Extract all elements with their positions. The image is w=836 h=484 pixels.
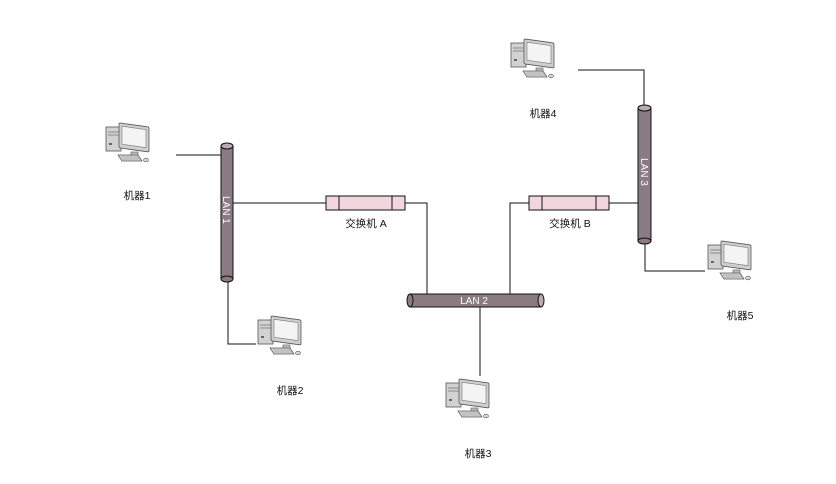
wire-lan3-machine5 — [644, 241, 705, 272]
connections — [176, 69, 705, 376]
machine-1-label: 机器1 — [124, 189, 151, 202]
desktop-computer-icon — [445, 378, 490, 419]
desktop-computer-icon — [105, 122, 150, 163]
machine-5-label: 机器5 — [727, 309, 754, 322]
lan3-label: LAN 3 — [638, 158, 649, 186]
machine-2[interactable]: 机器2 — [257, 315, 304, 397]
switch-b[interactable]: 交换机 B — [528, 195, 610, 230]
machine-3[interactable]: 机器3 — [445, 378, 492, 460]
wire-lan2-switch-b — [509, 202, 529, 295]
wire-machine4-lan3 — [578, 69, 645, 108]
lan3-bus[interactable]: LAN 3 — [637, 104, 652, 245]
wire-lan1-machine2 — [227, 279, 256, 345]
switch-a[interactable]: 交换机 A — [325, 195, 406, 230]
machine-3-label: 机器3 — [465, 447, 492, 460]
switch-b-body — [528, 195, 610, 211]
machine-2-label: 机器2 — [277, 384, 304, 397]
lan1-bus-bottom-cap — [220, 275, 234, 283]
machine-1[interactable]: 机器1 — [105, 122, 151, 202]
wire-switch-a-lan2 — [405, 202, 428, 295]
machine-4-label: 机器4 — [530, 107, 557, 120]
lan1-bus-top-cap — [220, 142, 234, 150]
desktop-computer-icon — [510, 38, 555, 79]
switch-a-label: 交换机 A — [345, 217, 386, 230]
switch-a-body — [325, 195, 406, 211]
desktop-computer-icon — [707, 240, 752, 281]
desktop-computer-icon — [257, 315, 302, 356]
lan2-bus-right-cap — [537, 293, 545, 308]
lan3-bus-bottom-cap — [637, 237, 652, 245]
lan2-label: LAN 2 — [460, 296, 488, 307]
machine-5[interactable]: 机器5 — [707, 240, 754, 322]
lan2-bus-left-cap — [406, 293, 414, 308]
machine-4[interactable]: 机器4 — [510, 38, 557, 120]
lan1-label: LAN 1 — [220, 196, 231, 224]
lan2-bus[interactable]: LAN 2 — [406, 293, 545, 308]
lan1-bus[interactable]: LAN 1 — [220, 142, 234, 283]
switch-b-label: 交换机 B — [549, 217, 590, 230]
lan3-bus-top-cap — [637, 104, 652, 112]
